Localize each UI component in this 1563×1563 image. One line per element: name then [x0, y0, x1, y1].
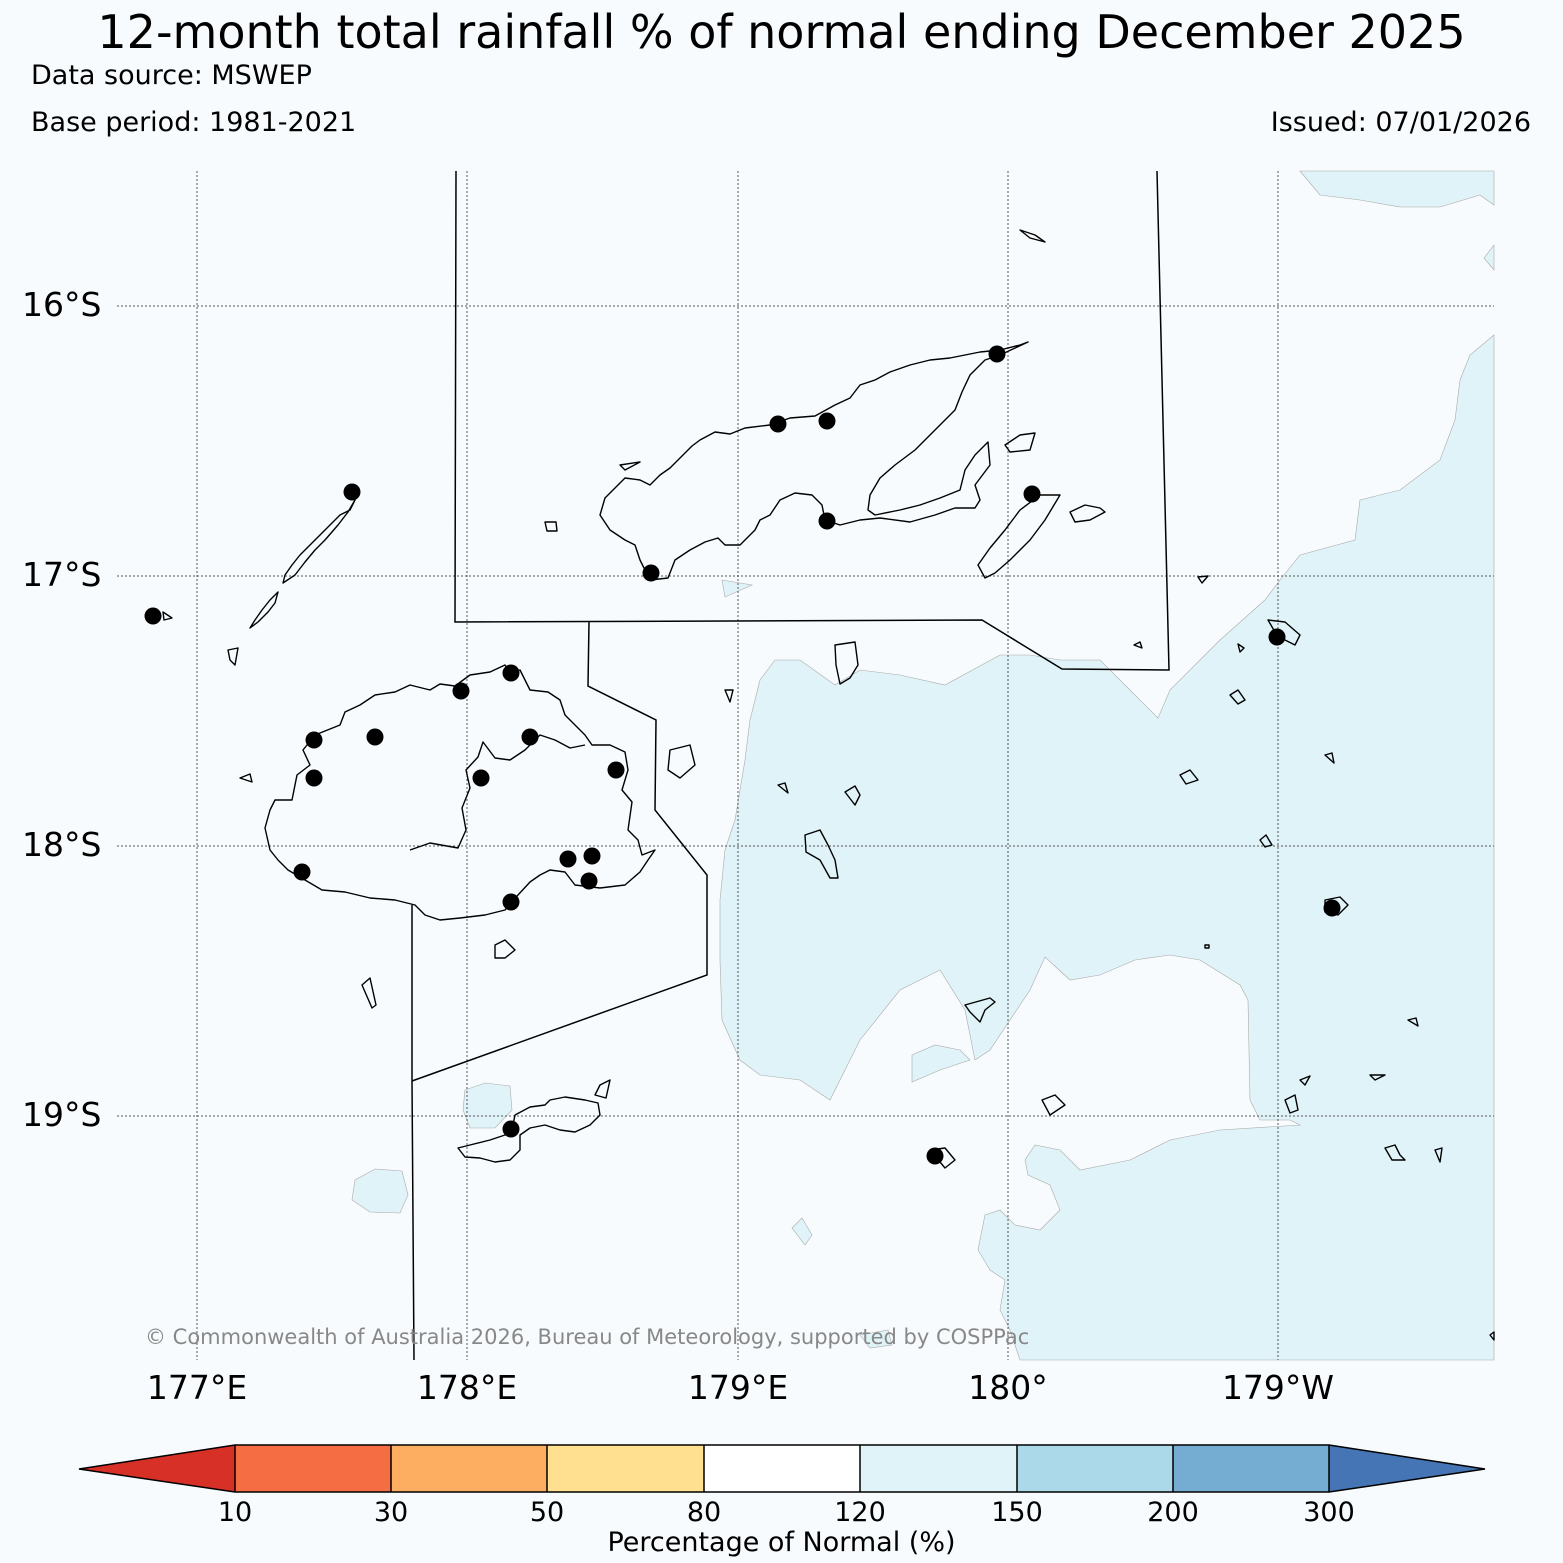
- colorbar-segment-150-200: [1017, 1445, 1173, 1492]
- station-marker: [583, 847, 601, 865]
- station-marker: [926, 1147, 944, 1165]
- colorbar: [78, 1444, 1486, 1493]
- colorbar-segment-30-50: [391, 1445, 547, 1492]
- colorbar-segment-120-150: [860, 1445, 1017, 1492]
- colorbar-segment-200-300: [1173, 1445, 1329, 1492]
- data-source: Data source: MSWEP: [31, 60, 312, 91]
- station-marker: [305, 769, 323, 787]
- station-marker: [1323, 899, 1341, 917]
- colorbar-tick: 200: [1147, 1497, 1199, 1528]
- colorbar-segment-lt10: [79, 1445, 235, 1492]
- station-marker: [1023, 485, 1041, 503]
- station-marker: [452, 682, 470, 700]
- lon-label-179w: 179°W: [1221, 1368, 1335, 1407]
- rainfall-120-150-areas: [351, 170, 1495, 1361]
- colorbar-tick: 10: [217, 1497, 253, 1528]
- station-marker: [988, 345, 1006, 363]
- issued-date: Issued: 07/01/2026: [1270, 107, 1531, 138]
- station-marker: [521, 728, 539, 746]
- colorbar-segment-10-30: [235, 1445, 391, 1492]
- colorbar-tick: 50: [529, 1497, 565, 1528]
- colorbar-tick: 120: [834, 1497, 886, 1528]
- station-marker: [580, 872, 598, 890]
- station-marker: [502, 893, 520, 911]
- station-marker: [1268, 628, 1286, 646]
- lat-label-18s: 18°S: [22, 825, 102, 864]
- station-marker: [502, 1120, 520, 1138]
- station-marker: [818, 412, 836, 430]
- division-boundaries: [411, 170, 1170, 1361]
- taveuni-coast: [977, 494, 1061, 579]
- viti-levu-coast: [264, 664, 656, 921]
- lon-label-177e: 177°E: [146, 1368, 248, 1407]
- station-marker: [502, 664, 520, 682]
- station-marker: [607, 761, 625, 779]
- copyright-notice: © Commonwealth of Australia 2026, Bureau…: [145, 1325, 1030, 1349]
- lat-label-17s: 17°S: [22, 555, 102, 594]
- station-marker: [366, 728, 384, 746]
- colorbar-tick: 30: [373, 1497, 409, 1528]
- lat-label-16s: 16°S: [22, 285, 102, 324]
- station-marker: [769, 415, 787, 433]
- coastlines: [162, 229, 1495, 1341]
- lon-label-179e: 179°E: [687, 1368, 789, 1407]
- colorbar-segment-50-80: [547, 1445, 704, 1492]
- lat-label-19s: 19°S: [22, 1095, 102, 1134]
- station-marker: [343, 483, 361, 501]
- vanua-levu-coast: [599, 341, 1029, 581]
- base-period: Base period: 1981-2021: [31, 107, 357, 138]
- station-marker: [144, 607, 162, 625]
- colorbar-tick: 300: [1303, 1497, 1355, 1528]
- colorbar-segment-80-120: [704, 1445, 860, 1492]
- station-marker: [818, 512, 836, 530]
- station-marker: [293, 863, 311, 881]
- colorbar-tick: 80: [686, 1497, 722, 1528]
- map-title: 12-month total rainfall % of normal endi…: [97, 5, 1466, 59]
- colorbar-segment-gt300: [1329, 1445, 1485, 1492]
- station-marker: [472, 769, 490, 787]
- station-marker: [305, 731, 323, 749]
- lon-label-180: 180°: [968, 1368, 1048, 1407]
- colorbar-tick: 150: [991, 1497, 1043, 1528]
- lon-label-178e: 178°E: [416, 1368, 518, 1407]
- station-marker: [559, 850, 577, 868]
- colorbar-title: Percentage of Normal (%): [607, 1527, 956, 1558]
- rainfall-stations: [144, 345, 1341, 1165]
- station-marker: [642, 564, 660, 582]
